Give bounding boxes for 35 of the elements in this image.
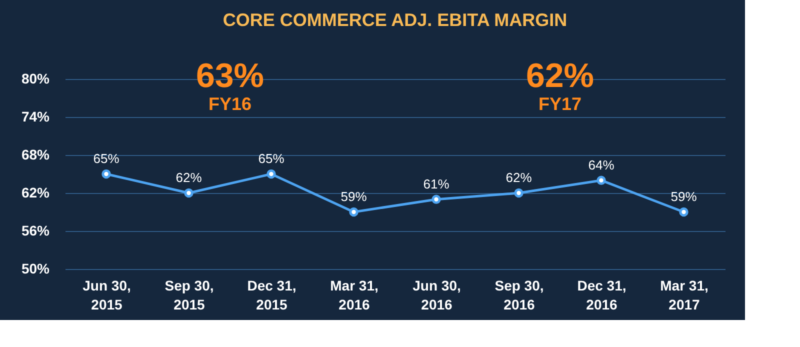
point bbox=[432, 194, 441, 204]
y-tick-label: 62% bbox=[21, 184, 50, 200]
x-tick-label: Jun 30, 2015 bbox=[82, 278, 131, 312]
chart-title: CORE COMMERCE ADJ. EBITA MARGIN bbox=[222, 10, 568, 30]
x-tick-label: Dec 31, 2016 bbox=[577, 278, 626, 312]
annotation: 63% bbox=[196, 57, 264, 95]
data-label: 65% bbox=[258, 151, 285, 166]
point bbox=[102, 169, 111, 179]
x-tick-label: Mar 31, 2016 bbox=[330, 278, 378, 312]
y-tick-label: 74% bbox=[21, 108, 50, 124]
point bbox=[679, 207, 688, 217]
point bbox=[596, 176, 606, 185]
data-label: 64% bbox=[588, 157, 615, 172]
annotation: 62% bbox=[526, 57, 594, 95]
data-label: 62% bbox=[506, 170, 532, 185]
data-label: 62% bbox=[176, 170, 202, 185]
point bbox=[266, 169, 276, 179]
y-tick-label: 50% bbox=[21, 260, 50, 276]
annotation: FY17 bbox=[538, 94, 582, 114]
data-label: 65% bbox=[93, 151, 120, 166]
x-tick-label: Mar 31, 2017 bbox=[660, 278, 708, 312]
data-label: 59% bbox=[340, 189, 368, 204]
point bbox=[349, 207, 358, 217]
y-tick-label: 68% bbox=[21, 146, 50, 162]
point bbox=[184, 188, 194, 198]
point bbox=[514, 188, 524, 198]
x-tick-label: Dec 31, 2015 bbox=[247, 278, 296, 312]
y-tick-label: 56% bbox=[21, 222, 50, 238]
x-tick-label: Sep 30, 2015 bbox=[164, 278, 214, 312]
annotation: FY16 bbox=[208, 94, 252, 114]
x-tick-label: Jun 30, 2016 bbox=[412, 278, 461, 312]
x-tick-label: Sep 30, 2016 bbox=[494, 278, 544, 312]
data-label: 61% bbox=[423, 176, 450, 192]
y-tick-label: 80% bbox=[21, 70, 50, 86]
data-label: 59% bbox=[670, 189, 698, 204]
